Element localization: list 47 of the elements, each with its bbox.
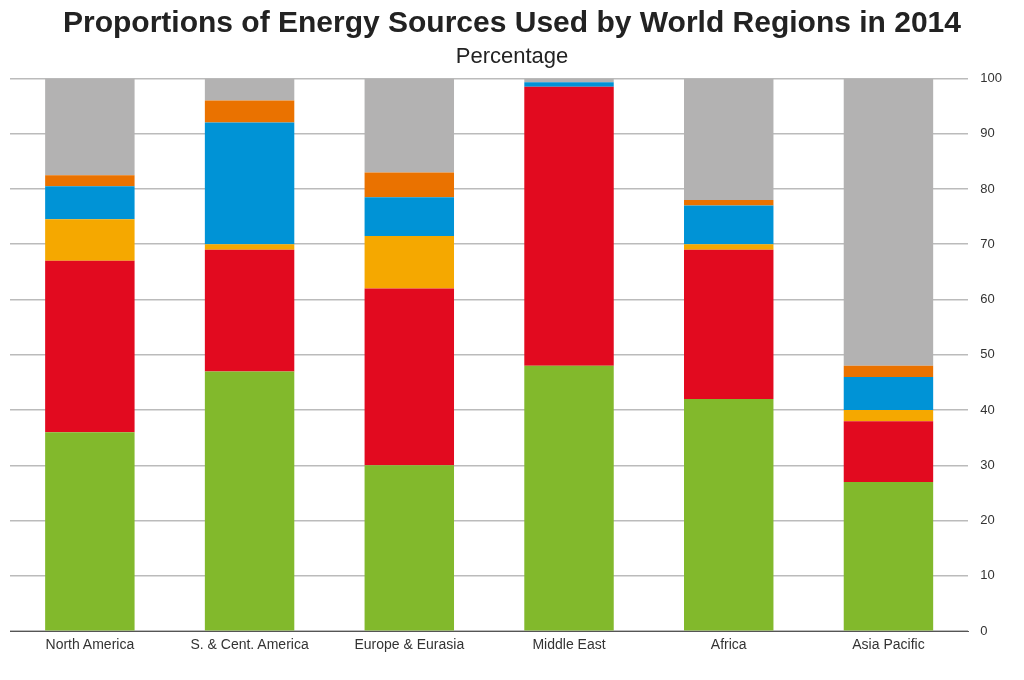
y-tick-label: 100 — [980, 69, 1003, 85]
bar — [684, 200, 774, 206]
bar — [843, 421, 934, 482]
bar — [364, 288, 455, 466]
bar — [524, 82, 614, 87]
bar — [204, 249, 295, 372]
y-tick-label: 60 — [980, 291, 995, 307]
bar — [204, 122, 295, 245]
y-tick-label: 40 — [980, 401, 995, 417]
x-tick-label: North America — [45, 636, 135, 653]
x-tick-label: Middle East — [532, 636, 606, 653]
bar — [45, 432, 135, 631]
bar — [45, 186, 135, 220]
bar — [684, 205, 774, 245]
bar — [364, 465, 455, 631]
bar — [684, 399, 774, 631]
bar — [524, 365, 614, 631]
bar — [204, 371, 295, 631]
y-tick-label: 90 — [980, 125, 995, 141]
bar — [843, 410, 934, 422]
bar — [45, 260, 135, 433]
y-tick-label: 20 — [980, 512, 995, 528]
x-tick-label: Asia Pacific — [852, 636, 925, 653]
y-tick-label: 80 — [980, 180, 995, 196]
bar — [45, 219, 135, 261]
chart-subtitle: Percentage — [455, 43, 569, 69]
bar — [204, 244, 295, 250]
bar — [364, 235, 455, 289]
x-tick-label: S. & Cent. America — [190, 636, 309, 653]
y-tick-label: 0 — [980, 622, 988, 638]
bar — [45, 175, 135, 187]
bar — [843, 481, 934, 631]
bar — [843, 376, 934, 411]
bar — [524, 86, 614, 366]
y-tick-label: 70 — [980, 235, 995, 251]
y-tick-label: 50 — [980, 346, 995, 362]
x-tick-label: Europe & Eurasia — [354, 636, 465, 653]
chart-title: Proportions of Energy Sources Used by World Regions in 2014 — [63, 5, 962, 39]
bar — [204, 100, 295, 123]
bar — [364, 197, 455, 236]
bar — [684, 249, 774, 400]
x-tick-label: Africa — [710, 636, 747, 653]
bar — [684, 244, 774, 250]
bar — [364, 172, 455, 198]
y-tick-label: 30 — [980, 456, 995, 472]
bar — [843, 365, 934, 377]
y-tick-label: 10 — [980, 567, 995, 583]
